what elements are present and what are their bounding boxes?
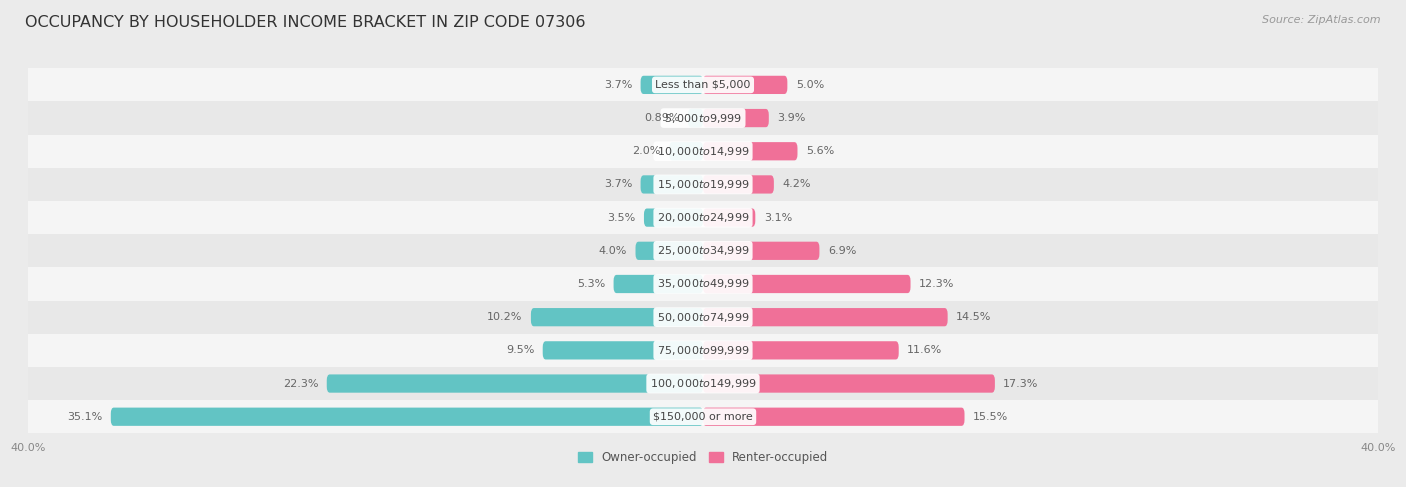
FancyBboxPatch shape: [688, 109, 703, 127]
Text: 0.89%: 0.89%: [644, 113, 679, 123]
FancyBboxPatch shape: [703, 408, 965, 426]
Text: 12.3%: 12.3%: [920, 279, 955, 289]
FancyBboxPatch shape: [703, 275, 911, 293]
FancyBboxPatch shape: [703, 109, 769, 127]
Text: 15.5%: 15.5%: [973, 412, 1008, 422]
Text: 5.3%: 5.3%: [576, 279, 605, 289]
Bar: [28, 68, 1378, 101]
Text: 6.9%: 6.9%: [828, 246, 856, 256]
Text: 9.5%: 9.5%: [506, 345, 534, 356]
FancyBboxPatch shape: [644, 208, 703, 227]
Text: 3.7%: 3.7%: [603, 179, 633, 189]
FancyBboxPatch shape: [641, 76, 703, 94]
Legend: Owner-occupied, Renter-occupied: Owner-occupied, Renter-occupied: [578, 451, 828, 464]
Bar: [28, 135, 1378, 168]
Text: 11.6%: 11.6%: [907, 345, 942, 356]
Text: 3.7%: 3.7%: [603, 80, 633, 90]
Text: OCCUPANCY BY HOUSEHOLDER INCOME BRACKET IN ZIP CODE 07306: OCCUPANCY BY HOUSEHOLDER INCOME BRACKET …: [25, 15, 586, 30]
FancyBboxPatch shape: [703, 242, 820, 260]
Text: 35.1%: 35.1%: [67, 412, 103, 422]
FancyBboxPatch shape: [543, 341, 703, 359]
Text: 5.6%: 5.6%: [806, 146, 834, 156]
FancyBboxPatch shape: [636, 242, 703, 260]
Bar: [28, 300, 1378, 334]
Text: $15,000 to $19,999: $15,000 to $19,999: [657, 178, 749, 191]
Text: 3.1%: 3.1%: [763, 213, 792, 223]
Text: 3.5%: 3.5%: [607, 213, 636, 223]
FancyBboxPatch shape: [703, 142, 797, 160]
FancyBboxPatch shape: [703, 175, 773, 193]
Bar: [28, 201, 1378, 234]
Bar: [28, 234, 1378, 267]
FancyBboxPatch shape: [703, 208, 755, 227]
Text: $150,000 or more: $150,000 or more: [654, 412, 752, 422]
Text: 4.2%: 4.2%: [782, 179, 811, 189]
Text: Less than $5,000: Less than $5,000: [655, 80, 751, 90]
Text: $25,000 to $34,999: $25,000 to $34,999: [657, 244, 749, 257]
Bar: [28, 334, 1378, 367]
FancyBboxPatch shape: [641, 175, 703, 193]
Text: 5.0%: 5.0%: [796, 80, 824, 90]
FancyBboxPatch shape: [669, 142, 703, 160]
Bar: [28, 101, 1378, 135]
Text: $20,000 to $24,999: $20,000 to $24,999: [657, 211, 749, 224]
Text: Source: ZipAtlas.com: Source: ZipAtlas.com: [1263, 15, 1381, 25]
Bar: [28, 267, 1378, 300]
FancyBboxPatch shape: [703, 341, 898, 359]
Text: 14.5%: 14.5%: [956, 312, 991, 322]
FancyBboxPatch shape: [703, 375, 995, 393]
Text: 10.2%: 10.2%: [486, 312, 523, 322]
FancyBboxPatch shape: [613, 275, 703, 293]
FancyBboxPatch shape: [531, 308, 703, 326]
Text: $100,000 to $149,999: $100,000 to $149,999: [650, 377, 756, 390]
FancyBboxPatch shape: [326, 375, 703, 393]
FancyBboxPatch shape: [703, 76, 787, 94]
Text: $10,000 to $14,999: $10,000 to $14,999: [657, 145, 749, 158]
Bar: [28, 367, 1378, 400]
Text: $50,000 to $74,999: $50,000 to $74,999: [657, 311, 749, 324]
Text: 3.9%: 3.9%: [778, 113, 806, 123]
Text: 17.3%: 17.3%: [1004, 378, 1039, 389]
Text: $35,000 to $49,999: $35,000 to $49,999: [657, 278, 749, 290]
Text: $75,000 to $99,999: $75,000 to $99,999: [657, 344, 749, 357]
FancyBboxPatch shape: [111, 408, 703, 426]
Bar: [28, 168, 1378, 201]
Bar: [28, 400, 1378, 433]
Text: 22.3%: 22.3%: [283, 378, 318, 389]
Text: 4.0%: 4.0%: [599, 246, 627, 256]
FancyBboxPatch shape: [703, 308, 948, 326]
Text: $5,000 to $9,999: $5,000 to $9,999: [664, 112, 742, 125]
Text: 2.0%: 2.0%: [633, 146, 661, 156]
